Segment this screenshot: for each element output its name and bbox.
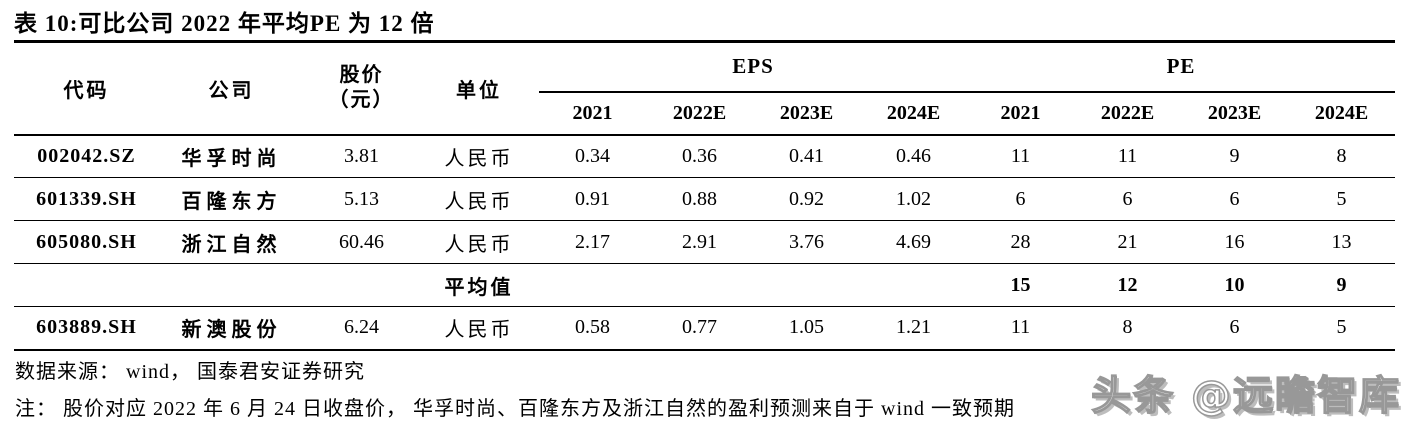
table-row-huafu: 002042.SZ 华孚时尚 3.81 人民币 0.34 0.36 0.41 0…	[14, 135, 1396, 178]
cell-pe: 8	[1122, 316, 1133, 339]
header-year-pe-2022e: 2022E	[1074, 91, 1182, 136]
cell-eps: 0.36	[682, 144, 717, 167]
cell-company: 百隆东方	[181, 190, 282, 213]
header-year-eps-2022e: 2022E	[646, 91, 753, 136]
cell-pe: 21	[1117, 230, 1138, 253]
cell-code: 603889.SH	[36, 316, 137, 339]
cell-pe: 11	[1010, 316, 1031, 339]
cell-unit: 人民币	[444, 147, 514, 170]
header-company: 公司	[159, 41, 304, 136]
data-source: 数据来源： wind， 国泰君安证券研究	[15, 361, 365, 383]
cell-eps: 0.92	[789, 187, 824, 210]
empty-cell	[14, 264, 159, 307]
cell-pe: 28	[1010, 230, 1031, 253]
cell-unit: 人民币	[444, 190, 514, 213]
cell-eps: 0.46	[896, 144, 931, 167]
cell-eps: 0.58	[575, 316, 610, 339]
header-year-eps-2021: 2021	[539, 91, 646, 136]
cell-pe: 6	[1122, 187, 1133, 210]
cell-code: 601339.SH	[36, 187, 137, 210]
average-pe: 15	[1010, 273, 1031, 296]
cell-pe: 11	[1117, 144, 1138, 167]
cell-pe: 5	[1336, 187, 1347, 210]
cell-eps: 1.05	[789, 316, 824, 339]
cell-eps: 0.88	[682, 187, 717, 210]
cell-pe: 8	[1336, 144, 1347, 167]
empty-cell	[646, 264, 753, 307]
cell-company: 华孚时尚	[181, 147, 282, 170]
empty-cell	[304, 264, 419, 307]
cell-pe: 6	[1229, 316, 1240, 339]
average-pe: 10	[1224, 273, 1245, 296]
average-pe: 9	[1336, 273, 1347, 296]
cell-pe: 16	[1224, 230, 1245, 253]
header-price-line1: 股价	[339, 64, 384, 87]
cell-eps: 0.34	[575, 144, 610, 167]
cell-eps: 0.77	[682, 316, 717, 339]
cell-eps: 2.17	[575, 230, 610, 253]
watermark: 头条 @远瞻智库	[1090, 372, 1401, 420]
cell-eps: 4.69	[896, 230, 931, 253]
cell-company: 新澳股份	[181, 319, 282, 342]
header-year-eps-2023e: 2023E	[753, 91, 860, 136]
table-row-xinao: 603889.SH 新澳股份 6.24 人民币 0.58 0.77 1.05 1…	[14, 307, 1396, 350]
table-title: 表 10:可比公司 2022 年平均PE 为 12 倍	[14, 11, 435, 36]
header-price-line2: （元）	[328, 89, 395, 112]
header-price: 股价 （元）	[304, 41, 419, 136]
header-year-eps-2024e: 2024E	[860, 91, 968, 136]
cell-eps: 2.91	[682, 230, 717, 253]
cell-code: 605080.SH	[36, 230, 137, 253]
empty-cell	[539, 264, 646, 307]
header-code: 代码	[14, 41, 159, 136]
header-year-pe-2021: 2021	[967, 91, 1075, 136]
cell-pe: 6	[1015, 187, 1026, 210]
table-row-zhejiang: 605080.SH 浙江自然 60.46 人民币 2.17 2.91 3.76 …	[14, 221, 1396, 264]
cell-pe: 13	[1331, 230, 1352, 253]
cell-unit: 人民币	[444, 233, 514, 256]
cell-price: 60.46	[339, 230, 384, 253]
header-year-pe-2024e: 2024E	[1288, 91, 1396, 136]
header-years-row: 2021 2022E 2023E 2024E 2021 2022E 2023E …	[14, 91, 1396, 136]
average-label: 平均值	[444, 276, 514, 299]
header-pe-group: PE	[967, 41, 1396, 93]
footnote: 注： 股价对应 2022 年 6 月 24 日收盘价， 华孚时尚、百隆东方及浙江…	[15, 398, 1015, 420]
cell-price: 3.81	[344, 144, 379, 167]
cell-eps: 1.02	[896, 187, 931, 210]
empty-cell	[159, 264, 304, 307]
cell-eps: 1.21	[896, 316, 931, 339]
comparable-companies-table: 代码 公司 股价 （元） 单位 EPS PE 2021 2022E 2023E …	[14, 40, 1396, 351]
cell-pe: 5	[1336, 316, 1347, 339]
cell-unit: 人民币	[444, 319, 514, 342]
cell-company: 浙江自然	[181, 233, 282, 256]
cell-pe: 11	[1010, 144, 1031, 167]
header-group-row: 代码 公司 股价 （元） 单位 EPS PE	[14, 41, 1396, 136]
cell-pe: 6	[1229, 187, 1240, 210]
header-eps-group: EPS	[539, 41, 968, 93]
cell-price: 5.13	[344, 187, 379, 210]
average-row: 平均值 15 12 10 9	[14, 264, 1396, 307]
header-unit: 单位	[419, 41, 539, 136]
header-year-pe-2023e: 2023E	[1181, 91, 1289, 136]
empty-cell	[860, 264, 967, 307]
average-pe: 12	[1117, 273, 1138, 296]
cell-code: 002042.SZ	[37, 144, 136, 167]
cell-price: 6.24	[344, 316, 379, 339]
table-row-bailong: 601339.SH 百隆东方 5.13 人民币 0.91 0.88 0.92 1…	[14, 178, 1396, 221]
empty-cell	[753, 264, 860, 307]
cell-pe: 9	[1229, 144, 1240, 167]
cell-eps: 3.76	[789, 230, 824, 253]
cell-eps: 0.91	[575, 187, 610, 210]
cell-eps: 0.41	[789, 144, 824, 167]
